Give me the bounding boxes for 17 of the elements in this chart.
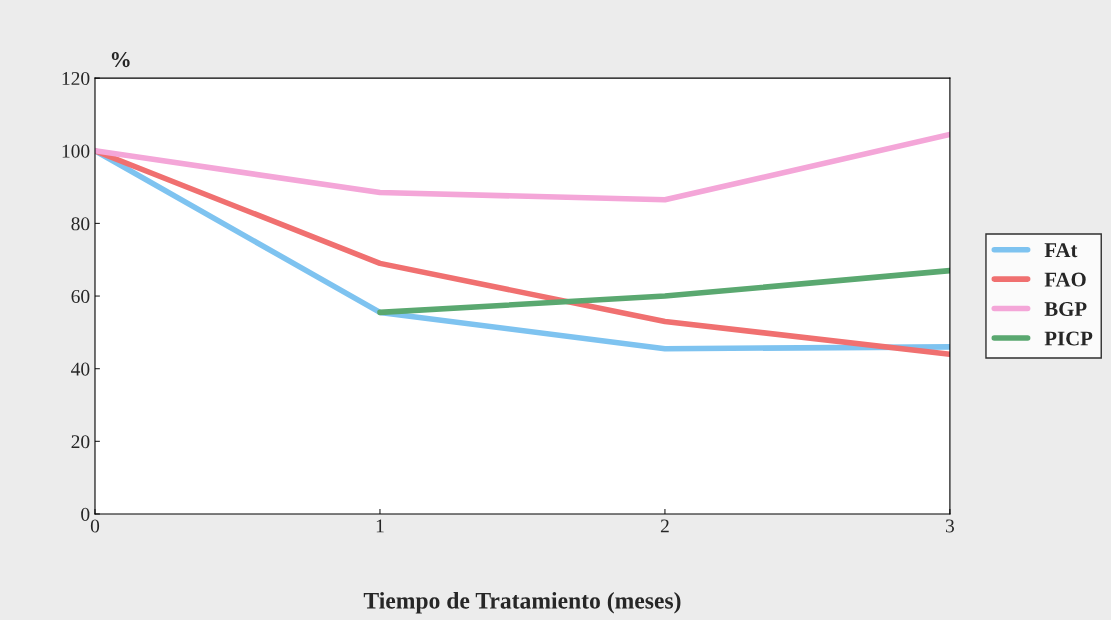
x-axis-title: Tiempo de Tratamiento (meses) bbox=[363, 592, 681, 614]
y-axis-title: % bbox=[111, 52, 130, 68]
x-tick-label: 1 bbox=[376, 519, 384, 533]
y-tick-label: 80 bbox=[71, 217, 90, 231]
y-tick-label: 60 bbox=[71, 289, 90, 303]
y-tick-label: 100 bbox=[62, 144, 90, 158]
legend-label: FAt bbox=[1044, 243, 1078, 258]
legend-label: BGP bbox=[1044, 302, 1087, 317]
legend-label: FAO bbox=[1044, 272, 1086, 287]
y-tick-label: 40 bbox=[71, 362, 90, 376]
y-tick-label: 120 bbox=[62, 71, 90, 86]
x-tick-label: 2 bbox=[660, 519, 669, 533]
x-tick-label: 0 bbox=[90, 519, 100, 533]
y-tick-label: 20 bbox=[71, 435, 90, 449]
y-tick-label: 0 bbox=[81, 507, 90, 521]
legend-label: PICP bbox=[1044, 331, 1093, 346]
x-tick-label: 3 bbox=[945, 519, 955, 533]
